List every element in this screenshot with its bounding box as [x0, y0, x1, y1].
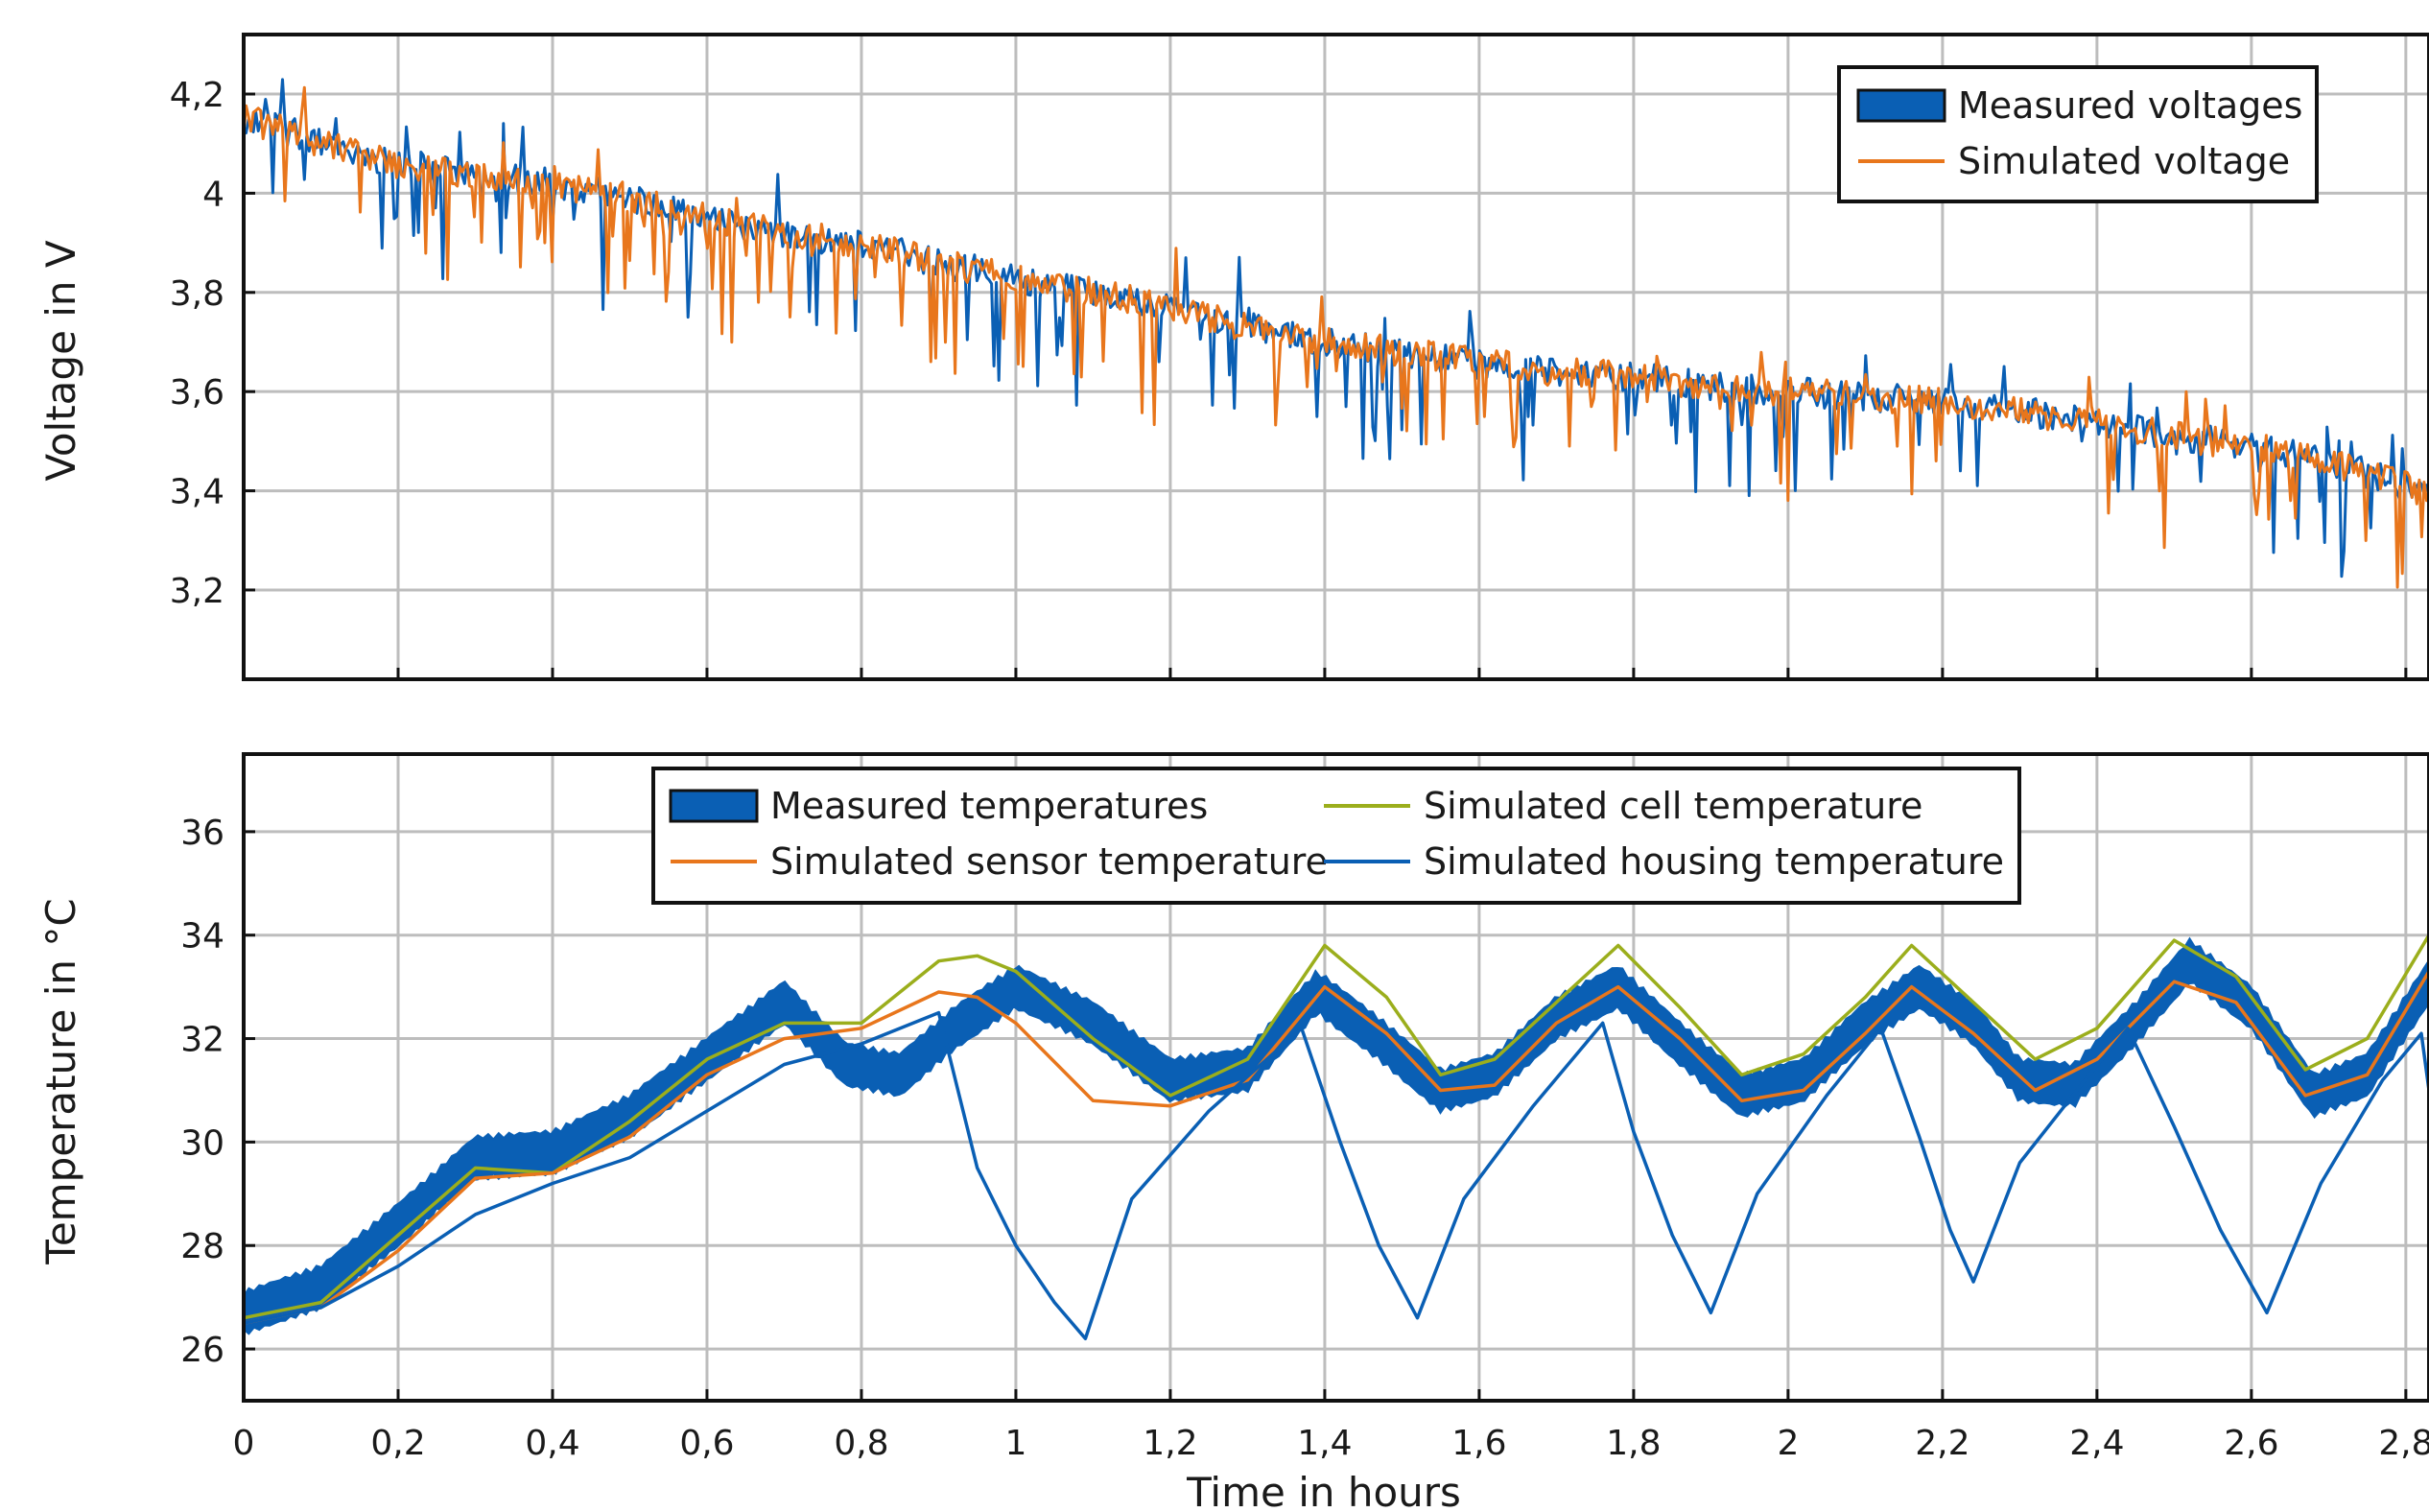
temperature-y-tick-label: 30: [180, 1123, 224, 1163]
x-tick-label: 2,6: [2224, 1424, 2278, 1463]
temperature-y-tick-label: 32: [180, 1021, 224, 1060]
voltage-y-axis-label: Voltage in V: [37, 240, 84, 482]
x-tick-label: 2,2: [1915, 1424, 1969, 1463]
x-tick-label: 1,6: [1451, 1424, 1506, 1463]
series-line-measured-voltages: [244, 78, 2429, 579]
x-tick-label: 2,4: [2069, 1424, 2124, 1463]
series-line-simulated-cell-temperature: [244, 933, 2429, 1320]
voltage-y-tick-label: 3,2: [170, 572, 224, 611]
voltage-y-tick-label: 3,8: [170, 274, 224, 314]
legend-label-simulated-cell-temperature: Simulated cell temperature: [1424, 785, 1922, 827]
x-tick-label: 0,2: [370, 1424, 425, 1463]
temperature-legend-box: [651, 767, 2021, 905]
temperature-panel: 0 0,2 0,4 0,6 0,8 1 1,2 1,4 1,6 1,8 2 2,2 2,4 2,6 2,8 2…: [37, 752, 2429, 1512]
legend-label-simulated-sensor-temperature: Simulated sensor temperature: [770, 840, 1328, 883]
voltage-y-tick-label: 3,6: [170, 373, 224, 413]
voltage-y-tick-label: 4: [202, 175, 224, 214]
voltage-y-tick-label: 4,2: [170, 76, 224, 115]
temperature-plot-frame: [242, 752, 2429, 1403]
legend-swatch-measured-voltages: [1856, 88, 1946, 123]
series-band-measured-temperatures: [244, 936, 2429, 1335]
temperature-y-tick-label: 36: [180, 814, 224, 853]
time-x-axis-label: Time in hours: [1186, 1469, 1461, 1512]
x-tick-label: 2,8: [2378, 1424, 2429, 1463]
x-tick-label: 1,4: [1297, 1424, 1352, 1463]
x-tick-label: 1: [1004, 1424, 1026, 1463]
x-tick-label: 0,6: [679, 1424, 734, 1463]
legend-swatch-measured-temperatures: [669, 789, 759, 823]
series-line-simulated-voltage: [244, 85, 2429, 589]
temperature-legend: Measured temperatures Simulated sensor te…: [651, 767, 2021, 905]
legend-label-simulated-voltage: Simulated voltage: [1958, 140, 2290, 182]
x-tick-label: 0,8: [834, 1424, 888, 1463]
voltage-plot-frame: [242, 33, 2429, 681]
voltage-panel: 3,2 3,4 3,6 3,8 4 4,2 Voltage in V Measured v…: [37, 33, 2429, 681]
x-tick-label: 2: [1777, 1424, 1799, 1463]
temperature-y-tick-label: 34: [180, 917, 224, 957]
legend-label-simulated-housing-temperature: Simulated housing temperature: [1424, 840, 2004, 883]
x-tick-label: 1,8: [1606, 1424, 1661, 1463]
series-line-simulated-sensor-temperature: [244, 970, 2429, 1325]
legend-label-measured-temperatures: Measured temperatures: [770, 785, 1208, 827]
voltage-legend: Measured voltages Simulated voltage: [1837, 65, 2319, 203]
x-tick-label: 0,4: [525, 1424, 579, 1463]
voltage-y-tick-label: 3,4: [170, 473, 224, 512]
temperature-y-tick-label: 28: [180, 1227, 224, 1266]
x-tick-label: 0: [233, 1424, 255, 1463]
temperature-y-tick-label: 26: [180, 1331, 224, 1370]
x-tick-label: 1,2: [1143, 1424, 1197, 1463]
legend-label-measured-voltages: Measured voltages: [1958, 84, 2302, 127]
series-line-simulated-housing-temperature: [244, 1010, 2429, 1341]
temperature-y-axis-label: Temperature in °C: [37, 898, 84, 1264]
